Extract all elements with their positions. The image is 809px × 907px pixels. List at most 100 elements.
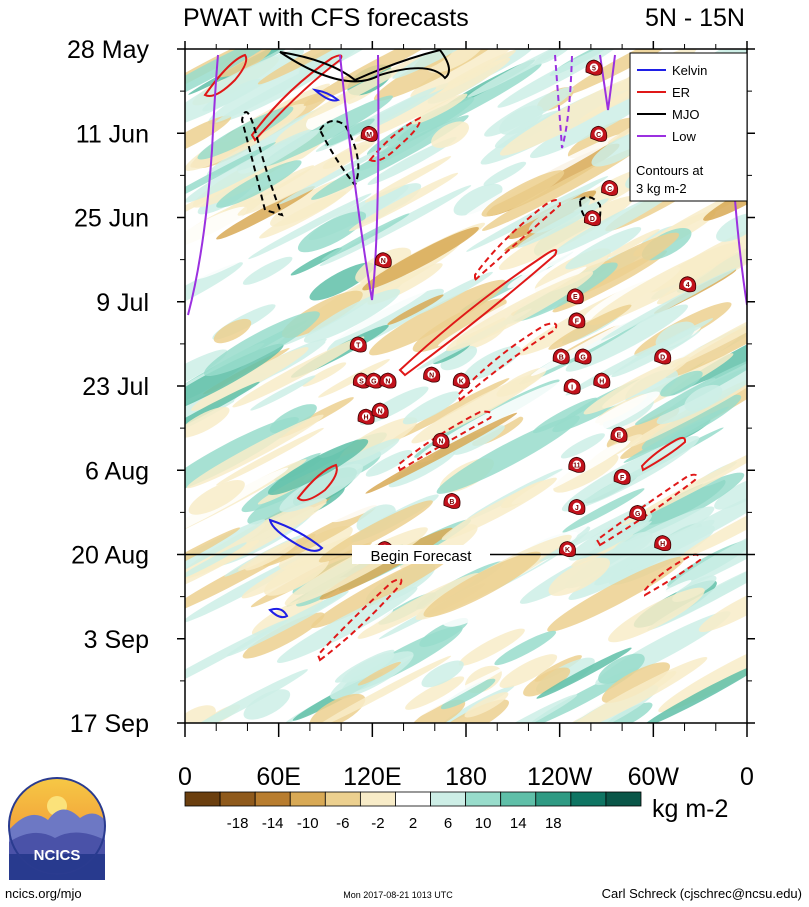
pwat-blob	[714, 476, 747, 510]
logo-text: NCICS	[34, 847, 81, 864]
pwat-blob	[484, 87, 574, 137]
pwat-blob	[547, 556, 685, 632]
storm-marker: M	[360, 125, 378, 142]
pwat-blob	[278, 145, 389, 205]
y-tick-label: 11 Jun	[76, 120, 149, 148]
storm-marker: N	[374, 252, 392, 269]
storm-marker: H	[357, 408, 375, 425]
pwat-blob	[314, 655, 452, 723]
pwat-blob	[619, 472, 745, 542]
pwat-blob	[665, 295, 747, 379]
pwat-blob	[641, 662, 747, 723]
pwat-blob	[684, 384, 723, 412]
x-tick-label: 0	[740, 763, 754, 791]
pwat-blob	[185, 705, 216, 723]
storm-marker: 4	[679, 276, 697, 293]
pwat-blob	[242, 256, 293, 285]
colorbar-swatch	[570, 791, 607, 807]
pwat-blob	[318, 500, 433, 563]
pwat-blob	[466, 176, 609, 252]
pwat-blob	[427, 49, 485, 73]
pwat-blob	[218, 165, 315, 217]
storm-label: G	[580, 354, 586, 361]
x-tick-label: 180	[445, 763, 487, 791]
pwat-blob	[611, 531, 653, 558]
colorbar-label: -6	[336, 815, 349, 832]
pwat-blob	[185, 115, 232, 158]
pwat-blob	[476, 694, 578, 723]
legend-entry: Low	[672, 129, 696, 144]
colorbar-label: 10	[475, 815, 492, 832]
contour-low	[187, 54, 219, 316]
pwat-blob	[553, 454, 619, 493]
pwat-blob	[342, 652, 395, 683]
colorbar-label: 6	[444, 815, 452, 832]
y-tick-label: 20 Aug	[71, 542, 149, 570]
pwat-blob	[494, 630, 557, 666]
pwat-blob	[649, 170, 747, 243]
pwat-blob	[680, 493, 747, 559]
colorbar-label: -18	[227, 815, 249, 832]
pwat-blob	[598, 653, 645, 684]
pwat-blob	[367, 136, 457, 186]
pwat-blob	[482, 147, 639, 231]
y-tick-label: 28 May	[67, 36, 149, 64]
pwat-blob	[263, 556, 329, 596]
contour-er	[456, 322, 558, 402]
pwat-blob	[319, 185, 472, 267]
storm-label: G	[635, 511, 641, 518]
y-axis-ticks: 28 May 11 Jun 25 Jun 9 Jul 23 Jul 6 Aug 20 Aug…	[67, 36, 755, 738]
pwat-blob	[302, 362, 347, 387]
pwat-blob	[232, 336, 365, 408]
storm-marker: K	[452, 372, 470, 389]
pwat-blob	[185, 519, 266, 602]
pwat-blob	[410, 49, 516, 98]
pwat-blob	[185, 49, 304, 129]
storm-marker: G	[574, 348, 592, 365]
colorbar-label: -10	[297, 815, 319, 832]
colorbar-swatch	[184, 791, 221, 807]
pwat-blob	[497, 49, 622, 108]
colorbar-swatch	[430, 791, 467, 807]
footer-timestamp: Mon 2017-08-21 1013 UTC	[343, 890, 453, 900]
pwat-blob	[387, 294, 444, 325]
storm-label: E	[573, 294, 578, 301]
pwat-blob	[216, 160, 302, 208]
storm-label: F	[620, 475, 625, 482]
pwat-blob	[185, 542, 247, 581]
pwat-blob	[278, 525, 353, 570]
pwat-blob	[267, 439, 369, 495]
pwat-blob	[242, 612, 325, 659]
storm-label: T	[356, 342, 361, 349]
storm-marker: E	[566, 288, 584, 305]
contour-er	[316, 578, 403, 662]
pwat-blob	[600, 268, 737, 341]
storm-label: N	[378, 409, 383, 416]
legend-entry: ER	[672, 85, 690, 100]
pwat-blob	[583, 356, 690, 415]
colorbar-swatch	[324, 791, 361, 807]
colorbar-label: -14	[262, 815, 284, 832]
pwat-blob	[436, 415, 580, 494]
storm-label: B	[449, 499, 454, 506]
pwat-blob	[190, 229, 280, 280]
pwat-blob	[589, 241, 743, 326]
pwat-blob	[421, 660, 464, 688]
colorbar: -18 -14 -10 -6 -2 2 6 10 14 18	[184, 791, 642, 832]
colorbar-swatch	[359, 791, 396, 807]
storm-marker: C	[601, 180, 619, 196]
storm-label: B	[559, 354, 564, 361]
pwat-blob	[602, 702, 653, 723]
x-axis-ticks: 0 60E 120E 180 120W 60W 0	[178, 41, 754, 791]
pwat-blob	[601, 662, 671, 704]
storm-marker: G	[629, 504, 647, 521]
pwat-blob	[365, 450, 413, 477]
footer-url[interactable]: ncics.org/mjo	[5, 886, 82, 901]
pwat-blob	[259, 191, 347, 239]
pwat-blob	[523, 667, 571, 697]
pwat-blob	[440, 345, 478, 371]
x-tick-label: 60W	[628, 763, 680, 791]
storm-marker: B	[443, 492, 461, 509]
contour-low	[599, 54, 616, 111]
contour-mjo	[578, 195, 602, 227]
